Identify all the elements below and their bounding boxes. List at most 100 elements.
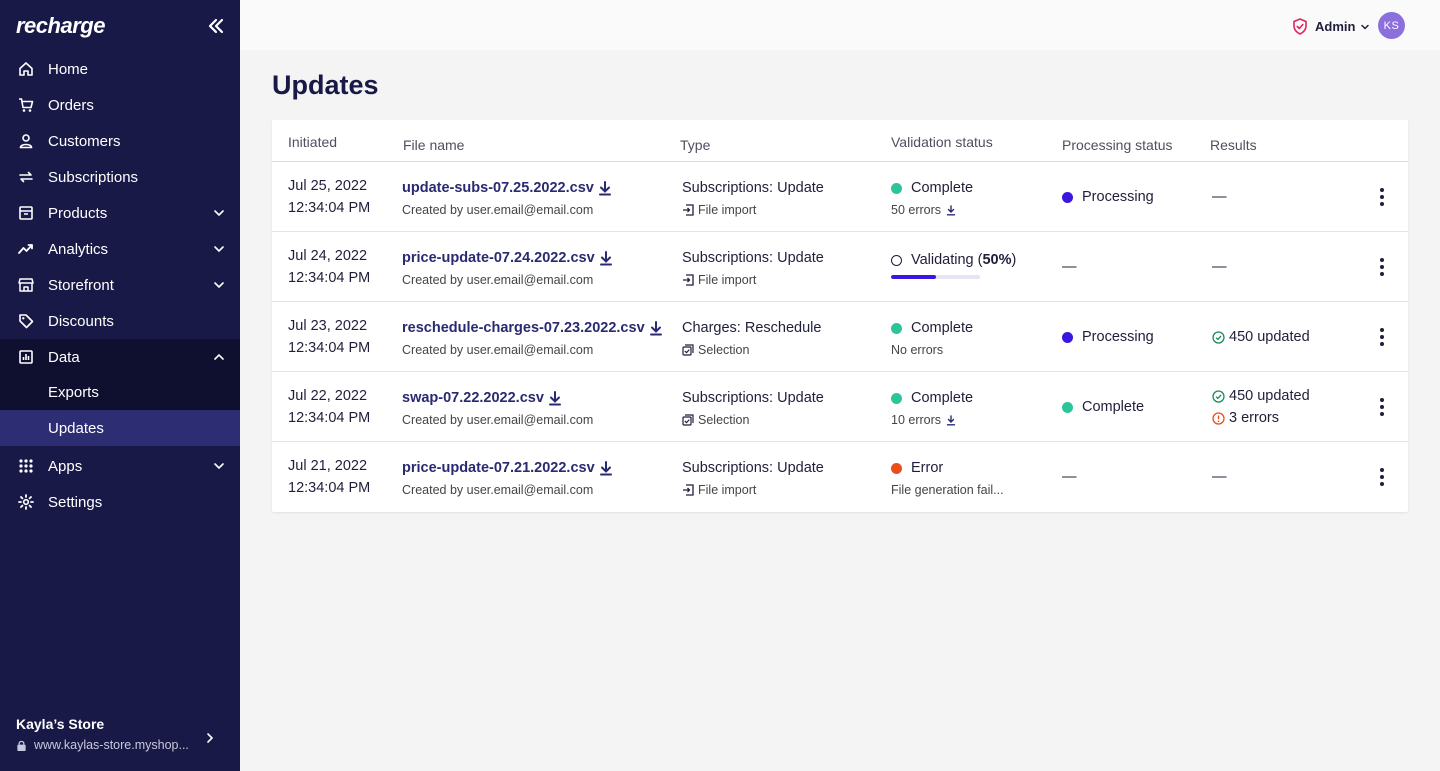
row-actions-button[interactable] <box>1372 326 1392 348</box>
row-actions-button[interactable] <box>1372 256 1392 278</box>
created-by: Created by user.email@email.com <box>402 203 594 217</box>
recharge-logo[interactable]: recharge <box>16 13 105 38</box>
download-icon[interactable] <box>599 250 613 266</box>
sidebar-item-label: Data <box>48 348 80 366</box>
status-dot <box>891 322 902 334</box>
sidebar-item-orders[interactable]: Orders <box>0 87 240 123</box>
download-icon <box>946 414 956 425</box>
sidebar-item-label: Storefront <box>48 276 114 294</box>
result-updated: 450 updated <box>1212 329 1310 345</box>
validation-errors-link[interactable]: 50 errors <box>891 203 956 217</box>
initiated-time: 12:34:04 PM <box>288 270 371 286</box>
row-actions-button[interactable] <box>1372 186 1392 208</box>
header-validation-status[interactable]: Validation status <box>891 134 993 150</box>
sidebar-subitem-updates[interactable]: Updates <box>0 410 240 446</box>
status-dot <box>891 254 902 266</box>
validation-detail: No errors <box>891 343 944 357</box>
user-icon <box>17 132 35 150</box>
update-source: File import <box>682 483 756 497</box>
table-row[interactable]: Jul 23, 2022 12:34:04 PM reschedule-char… <box>272 302 1408 372</box>
sidebar-item-products[interactable]: Products <box>0 195 240 231</box>
processing-status: — <box>1062 469 1077 485</box>
sidebar-item-settings[interactable]: Settings <box>0 484 240 520</box>
sidebar-item-home[interactable]: Home <box>0 51 240 87</box>
processing-status: — <box>1062 259 1077 275</box>
sidebar-item-subscriptions[interactable]: Subscriptions <box>0 159 240 195</box>
sidebar-item-label: Discounts <box>48 312 114 330</box>
result-errors: 3 errors <box>1212 410 1279 426</box>
source-label: Selection <box>698 343 750 357</box>
header-processing-status[interactable]: Processing status <box>1062 137 1173 153</box>
sidebar-item-label: Home <box>48 60 89 78</box>
processing-empty: — <box>1062 469 1077 485</box>
header-file-name[interactable]: File name <box>403 137 465 153</box>
header-type[interactable]: Type <box>680 137 711 153</box>
file-link[interactable]: reschedule-charges-07.23.2022.csv <box>402 320 663 336</box>
sidebar-item-label: Products <box>48 204 108 222</box>
status-dot <box>891 392 902 404</box>
sidebar-item-analytics[interactable]: Analytics <box>0 231 240 267</box>
sidebar-subitem-exports[interactable]: Exports <box>48 384 99 401</box>
result-updated: 450 updated <box>1212 388 1310 404</box>
status-dot <box>1062 331 1073 343</box>
validation-close: ) <box>1011 252 1017 268</box>
sidebar-item-customers[interactable]: Customers <box>0 123 240 159</box>
sidebar-item-label: Settings <box>48 493 103 511</box>
validation-status: Complete <box>891 390 973 406</box>
result-value: — <box>1212 469 1227 485</box>
validation-status: Complete <box>891 180 973 196</box>
file-import-icon <box>683 484 694 496</box>
header-initiated[interactable]: Initiated <box>288 134 338 150</box>
download-icon[interactable] <box>599 460 613 476</box>
sidebar-item-storefront[interactable]: Storefront <box>0 267 240 303</box>
file-link[interactable]: update-subs-07.25.2022.csv <box>402 180 612 196</box>
update-source: Selection <box>682 343 749 357</box>
download-icon[interactable] <box>649 320 663 336</box>
validation-label: Validating ( <box>911 252 983 268</box>
admin-menu[interactable]: Admin <box>1292 18 1370 35</box>
update-type: Subscriptions: Update <box>682 180 824 196</box>
update-type: Subscriptions: Update <box>682 460 824 476</box>
sidebar: recharge Home Orders Customers Subscript… <box>0 0 240 771</box>
initiated-date: Jul 22, 2022 <box>288 388 368 404</box>
source-label: File import <box>698 203 757 217</box>
download-icon[interactable] <box>598 180 612 196</box>
table-row[interactable]: Jul 25, 2022 12:34:04 PM update-subs-07.… <box>272 162 1408 232</box>
file-name: price-update-07.24.2022.csv <box>402 250 595 266</box>
source-label: Selection <box>698 413 750 427</box>
sidebar-item-discounts[interactable]: Discounts <box>0 303 240 339</box>
created-by: Created by user.email@email.com <box>402 483 594 497</box>
file-name: price-update-07.21.2022.csv <box>402 460 595 476</box>
row-actions-button[interactable] <box>1372 396 1392 418</box>
result-empty: — <box>1212 469 1227 485</box>
warning-circle-icon <box>1212 411 1225 425</box>
result-value: — <box>1212 189 1227 205</box>
file-link[interactable]: swap-07.22.2022.csv <box>402 390 562 406</box>
collapse-sidebar-icon[interactable] <box>206 16 226 36</box>
sidebar-item-data[interactable]: Data <box>0 339 240 375</box>
result-empty: — <box>1212 259 1227 275</box>
validation-errors-link[interactable]: 10 errors <box>891 413 956 427</box>
file-name: reschedule-charges-07.23.2022.csv <box>402 320 645 336</box>
table-row[interactable]: Jul 21, 2022 12:34:04 PM price-update-07… <box>272 442 1408 512</box>
validation-progress-bar <box>891 275 980 279</box>
table-row[interactable]: Jul 24, 2022 12:34:04 PM price-update-07… <box>272 232 1408 302</box>
status-dot <box>891 462 902 474</box>
file-link[interactable]: price-update-07.24.2022.csv <box>402 250 613 266</box>
file-link[interactable]: price-update-07.21.2022.csv <box>402 460 613 476</box>
chevron-down-icon <box>214 246 224 253</box>
chevron-down-icon <box>1361 24 1370 30</box>
store-switcher[interactable]: Kayla’s Store www.kaylas-store.myshop... <box>16 716 226 752</box>
processing-empty: — <box>1062 259 1077 275</box>
grid-icon <box>17 457 35 475</box>
source-label: File import <box>698 483 757 497</box>
validation-status: Error <box>891 460 943 476</box>
sidebar-item-apps[interactable]: Apps <box>0 448 240 484</box>
store-url-text: www.kaylas-store.myshop... <box>34 738 189 752</box>
avatar[interactable]: KS <box>1378 12 1405 39</box>
row-actions-button[interactable] <box>1372 466 1392 488</box>
download-icon[interactable] <box>548 390 562 406</box>
header-results[interactable]: Results <box>1210 137 1257 153</box>
sidebar-item-label: Subscriptions <box>48 168 139 186</box>
table-row[interactable]: Jul 22, 2022 12:34:04 PM swap-07.22.2022… <box>272 372 1408 442</box>
